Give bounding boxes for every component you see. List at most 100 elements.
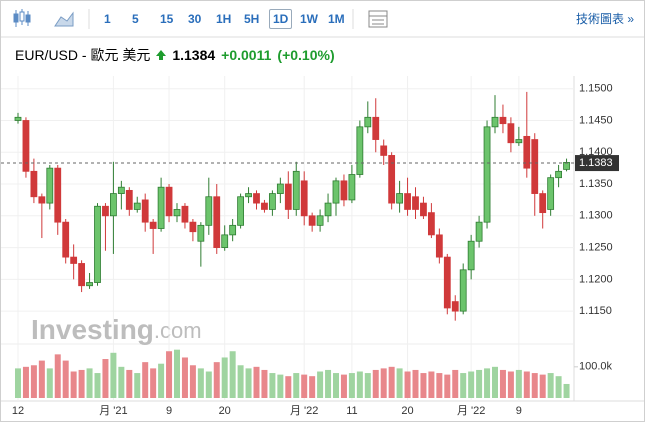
candle-body <box>14 116 22 121</box>
candle-body <box>268 193 276 210</box>
candle-icon[interactable] <box>13 9 31 27</box>
volume-bar <box>237 365 244 398</box>
candle-body <box>388 155 396 204</box>
candle-body <box>117 186 125 194</box>
volume-bar <box>293 373 300 398</box>
interval-button[interactable]: 1 <box>104 12 111 26</box>
candle-body <box>102 205 109 217</box>
candle-body <box>308 215 316 226</box>
volume-bar <box>94 373 101 398</box>
x-tick-label: 9 <box>166 405 172 417</box>
volume-bar <box>245 368 252 398</box>
volume-bar <box>126 369 133 398</box>
volume-bar <box>317 371 324 398</box>
candle-body <box>420 202 427 217</box>
candle-body <box>491 116 499 128</box>
candle-body <box>149 221 157 229</box>
y-tick-label: 1.1150 <box>579 305 612 317</box>
volume-bar <box>309 376 316 398</box>
interval-button[interactable]: 1W <box>300 12 318 26</box>
volume-bar <box>301 374 308 398</box>
y-tick-label: 1.1300 <box>579 210 613 222</box>
volume-bar <box>507 371 514 398</box>
volume-bar <box>142 362 149 398</box>
candle-body <box>316 215 324 226</box>
volume-bar <box>213 362 220 398</box>
candle-body <box>372 116 380 140</box>
volume-bar <box>515 369 522 398</box>
candle-body <box>300 180 308 217</box>
x-tick-label: 月 '21 <box>99 405 127 417</box>
candle-body <box>38 196 46 204</box>
candle-body <box>475 221 483 242</box>
interval-button[interactable]: 15 <box>160 12 174 26</box>
volume-bar <box>189 365 196 398</box>
candle-body <box>563 162 570 170</box>
x-tick-label: 12 <box>12 405 24 417</box>
y-tick-label: 1.1250 <box>579 241 613 253</box>
volume-bar <box>547 373 554 398</box>
volume-bar <box>181 357 188 398</box>
volume-bar <box>348 373 355 398</box>
interval-button[interactable]: 30 <box>188 12 202 26</box>
x-tick-label: 月 '22 <box>290 405 318 417</box>
volume-bar <box>38 360 45 398</box>
candle-body <box>197 224 205 242</box>
volume-bar <box>261 369 268 398</box>
watermark-suffix: .com <box>154 318 202 343</box>
candle-body <box>459 269 467 312</box>
candle-body <box>547 177 555 210</box>
volume-bar <box>150 368 157 398</box>
interval-button[interactable]: 1H <box>216 12 232 26</box>
candle-body <box>507 123 515 144</box>
area-icon[interactable] <box>54 11 74 27</box>
candle-body <box>380 145 388 156</box>
volume-bar <box>277 374 284 398</box>
interval-button[interactable]: 5H <box>244 12 260 26</box>
volume-bar <box>444 374 451 398</box>
last-price-label: 1.1383 <box>579 157 613 169</box>
candle-body <box>340 180 348 201</box>
volume-tick-label: 100.0k <box>579 361 613 373</box>
candle-body <box>237 196 245 226</box>
interval-button[interactable]: 1M <box>328 12 345 26</box>
candle-body <box>555 170 562 179</box>
volume-bar <box>22 366 29 398</box>
volume-bar <box>555 376 562 398</box>
interval-button[interactable]: 5 <box>132 12 139 26</box>
technical-chart-link[interactable]: 技術圖表 » <box>575 12 634 26</box>
candle-body <box>292 170 300 210</box>
volume-bar <box>460 373 467 398</box>
candle-body <box>110 193 117 217</box>
candle-body <box>141 199 149 223</box>
y-tick-label: 1.1200 <box>579 273 613 285</box>
volume-bar <box>86 368 93 398</box>
candle-body <box>70 256 78 264</box>
interval-button[interactable]: 1D <box>269 9 293 29</box>
volume-bar <box>364 373 371 398</box>
volume-bar <box>452 369 459 398</box>
candle-body <box>213 196 221 248</box>
y-tick-label: 1.1350 <box>579 178 613 190</box>
candle-body <box>539 193 547 214</box>
candle-body <box>443 256 451 309</box>
volume-bar <box>333 373 339 398</box>
volume-bar <box>158 363 165 398</box>
candle-body <box>427 212 435 236</box>
volume-bar <box>70 371 77 398</box>
candle-body <box>46 167 54 204</box>
volume-bar <box>412 369 419 398</box>
candle-body <box>412 196 419 210</box>
volume-bar <box>253 366 260 398</box>
volume-bar <box>221 357 228 398</box>
volume-bar <box>229 351 236 398</box>
grid-icon[interactable] <box>368 10 388 28</box>
volume-bar <box>531 373 538 398</box>
candle-body <box>515 139 523 144</box>
candle-body <box>396 193 404 204</box>
change: +0.0011 <box>221 47 272 63</box>
volume-bar <box>15 368 21 398</box>
volume-bar <box>46 368 53 398</box>
candle-body <box>30 170 38 198</box>
